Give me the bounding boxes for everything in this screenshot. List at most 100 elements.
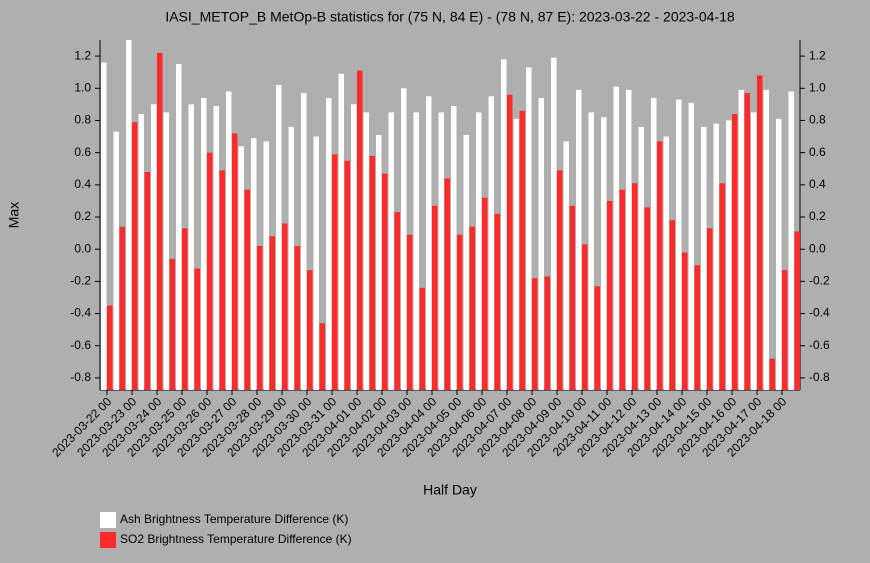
bar (169, 258, 175, 390)
bar (526, 67, 532, 390)
bar (432, 205, 438, 390)
bar (438, 112, 444, 391)
bar (644, 207, 650, 390)
bar (207, 152, 213, 390)
bar (463, 134, 469, 390)
chart-title: IASI_METOP_B MetOp-B statistics for (75 … (165, 9, 735, 25)
bar (751, 112, 757, 391)
bar (694, 265, 700, 390)
bar (544, 276, 550, 390)
bar (288, 126, 294, 391)
y-tick-label: -0.8 (70, 370, 91, 384)
bar (363, 112, 369, 391)
bar (582, 244, 588, 390)
y-tick-label: -0.6 (70, 338, 91, 352)
bar (632, 183, 638, 390)
bar (344, 160, 350, 390)
bar (163, 112, 169, 391)
bar (576, 89, 582, 390)
bar (257, 245, 263, 390)
bar (588, 112, 594, 391)
bar (713, 123, 719, 390)
bar (538, 97, 544, 391)
bar (701, 126, 707, 391)
bar (188, 104, 194, 391)
y-tick-label: -0.2 (70, 274, 91, 288)
bar (238, 146, 244, 390)
bar (226, 91, 232, 390)
bar (201, 97, 207, 391)
legend-swatch (100, 512, 116, 528)
bar (669, 220, 675, 390)
bar (613, 86, 619, 391)
bar (626, 89, 632, 390)
bar (782, 270, 788, 390)
bar (744, 93, 750, 390)
bar (307, 270, 313, 390)
legend-label: SO2 Brightness Temperature Difference (K… (120, 532, 352, 546)
y-tick-label: 0.0 (74, 241, 91, 255)
bar (157, 52, 163, 390)
bar (282, 223, 288, 390)
y-tick-label: 1.2 (74, 48, 91, 62)
y-axis-label: Max (6, 202, 22, 228)
bar (607, 200, 613, 390)
bar (376, 134, 382, 390)
bar (488, 96, 494, 390)
bar (319, 323, 325, 390)
bar (494, 213, 500, 390)
bar (407, 234, 413, 390)
bar (594, 286, 600, 390)
bar (126, 40, 132, 390)
bar (551, 57, 557, 391)
legend-swatch (100, 532, 116, 548)
bar (726, 120, 732, 390)
y-tick-label: 1.0 (74, 80, 91, 94)
bar (444, 178, 450, 390)
y-tick-label: 0.2 (74, 209, 91, 223)
x-axis-label: Half Day (423, 482, 477, 498)
y-tick-label: 0.8 (74, 113, 91, 127)
bar (251, 138, 257, 390)
y2-tick-label: 0.0 (809, 241, 826, 255)
bar (101, 62, 107, 390)
bar (119, 226, 125, 390)
bar (651, 97, 657, 391)
bar (426, 96, 432, 390)
bar (388, 112, 394, 391)
bar (451, 105, 457, 390)
y2-tick-label: 0.8 (809, 113, 826, 127)
bar (682, 252, 688, 390)
bar (138, 114, 144, 391)
bar (776, 118, 782, 390)
bar (601, 117, 607, 390)
bar (338, 73, 344, 391)
bar (457, 234, 463, 390)
bar (232, 133, 238, 391)
bar (501, 59, 507, 391)
y2-tick-label: 0.4 (809, 177, 826, 191)
bar (369, 155, 375, 390)
bar (482, 197, 488, 390)
bar (194, 268, 200, 390)
bar (663, 136, 669, 390)
y2-tick-label: 0.2 (809, 209, 826, 223)
bar (394, 212, 400, 390)
bar (419, 287, 425, 390)
bar (113, 131, 119, 391)
bar (269, 236, 275, 390)
bar (313, 136, 319, 390)
bar (469, 226, 475, 390)
bar (357, 70, 363, 391)
bar (657, 141, 663, 390)
bar (507, 94, 513, 390)
y2-tick-label: -0.4 (809, 306, 830, 320)
bar (619, 189, 625, 390)
bar (569, 205, 575, 390)
bar (557, 170, 563, 390)
bar (738, 89, 744, 390)
bar (763, 89, 769, 390)
bar (382, 173, 388, 390)
y-tick-label: 0.6 (74, 145, 91, 159)
bar (719, 183, 725, 390)
